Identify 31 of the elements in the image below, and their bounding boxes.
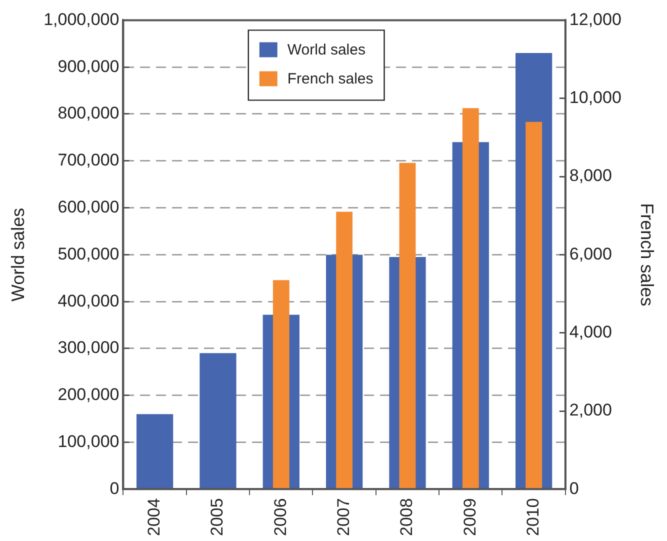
x-tick-label: 2007 (334, 498, 354, 536)
x-tick-label: 2005 (208, 498, 227, 536)
y2-tick-label: 4,000 (569, 322, 612, 342)
y-tick-label: 500,000 (58, 244, 120, 264)
y-tick-label: 1,000,000 (44, 10, 120, 29)
y-axis-title: World sales (8, 208, 28, 302)
y-tick-label: 800,000 (58, 104, 120, 123)
x-tick-label: 2006 (270, 498, 290, 536)
y2-tick-label: 6,000 (569, 244, 612, 264)
legend-label: French sales (287, 70, 374, 88)
y2-tick-label: 10,000 (569, 88, 622, 108)
y-tick-label: 700,000 (58, 150, 120, 170)
y-tick-label: 300,000 (58, 338, 120, 358)
y-tick-label: 900,000 (58, 56, 120, 76)
y-tick-label: 0 (110, 478, 120, 498)
x-tick-label: 2009 (460, 498, 480, 536)
y2-tick-label: 8,000 (569, 166, 612, 186)
x-tick-label: 2010 (524, 498, 543, 536)
y2-tick-label: 0 (569, 478, 579, 498)
x-tick-label: 2008 (397, 498, 416, 536)
y-tick-label: 400,000 (58, 291, 120, 310)
y2-tick-label: 12,000 (569, 10, 622, 29)
y2-axis-title: French sales (637, 203, 658, 306)
bar (200, 353, 236, 488)
y-tick-label: 200,000 (58, 385, 120, 404)
bar (136, 414, 174, 488)
legend-label: World sales (287, 41, 366, 58)
y-tick-label: 100,000 (58, 432, 120, 451)
y2-tick-label: 2,000 (569, 400, 612, 420)
y-tick-label: 600,000 (58, 197, 120, 216)
x-tick-label: 2004 (144, 498, 164, 536)
